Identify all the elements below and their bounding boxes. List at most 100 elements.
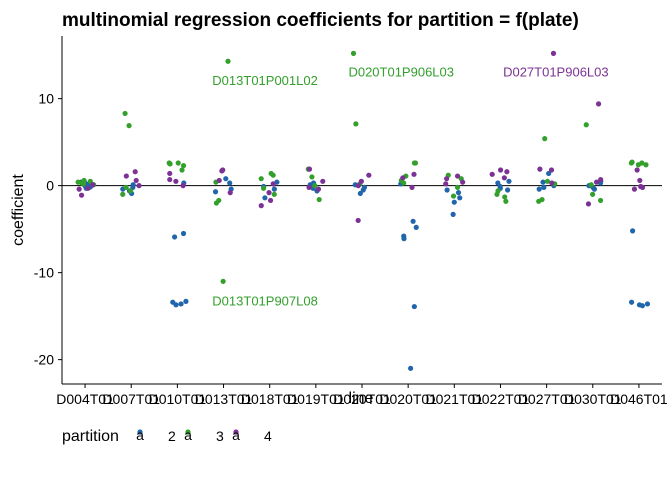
data-point-series-3 — [588, 182, 594, 188]
x-tick-label: D030T01 — [564, 391, 622, 407]
data-point-series-3 — [179, 167, 185, 173]
data-point-series-4 — [585, 201, 592, 207]
legend-key-series-2 — [137, 429, 143, 435]
data-point-series-2 — [262, 195, 268, 201]
data-point-series-4 — [306, 166, 313, 172]
data-point-series-4 — [167, 176, 173, 183]
data-point-series-3 — [258, 176, 264, 182]
data-point-series-4 — [639, 184, 646, 190]
data-point-series-4 — [537, 166, 543, 172]
data-point-series-4 — [504, 169, 510, 175]
data-point-series-3 — [260, 185, 267, 191]
data-point-series-3 — [583, 122, 589, 128]
y-axis-title: coefficient — [10, 174, 27, 246]
data-point-series-2 — [411, 303, 417, 310]
data-point-series-4 — [173, 178, 179, 184]
data-point-series-3 — [270, 172, 276, 178]
data-point-series-3 — [312, 183, 318, 189]
data-point-series-2 — [506, 178, 512, 184]
data-point-series-4 — [549, 180, 555, 186]
data-point-series-4 — [78, 192, 85, 198]
data-point-series-2 — [357, 190, 363, 197]
data-point-series-2 — [636, 302, 643, 308]
data-point-series-4 — [136, 183, 142, 189]
data-point-series-4 — [258, 203, 264, 209]
data-point-series-2 — [444, 187, 450, 193]
data-point-series-3 — [454, 184, 461, 190]
data-point-series-4 — [637, 177, 643, 184]
data-point-series-4 — [497, 167, 504, 173]
y-tick-label: -10 — [34, 265, 54, 281]
legend-key-glyph: a — [184, 427, 192, 443]
x-tick-label: D021T01 — [426, 391, 484, 407]
x-tick-label: D018T01 — [241, 391, 299, 407]
data-point-series-4 — [548, 167, 555, 173]
data-point-series-2 — [271, 186, 277, 192]
data-point-series-2 — [457, 195, 463, 201]
data-point-series-4 — [355, 217, 361, 224]
data-point-series-4 — [454, 173, 461, 179]
x-tick-label: D020T01 — [379, 391, 437, 407]
data-point-series-4 — [358, 178, 364, 184]
data-point-series-2 — [212, 189, 219, 195]
data-point-series-3 — [167, 161, 173, 167]
data-point-series-4 — [90, 182, 96, 188]
data-point-series-3 — [590, 191, 596, 197]
x-tick-label: D046T01 — [610, 391, 668, 407]
x-tick-label: D020T01 — [333, 391, 391, 407]
data-point-series-3 — [643, 162, 649, 168]
data-point-series-2 — [495, 180, 501, 186]
data-point-series-3 — [122, 110, 128, 117]
data-point-series-4 — [501, 175, 507, 181]
data-point-series-3 — [180, 163, 187, 169]
data-point-series-3 — [126, 123, 132, 129]
data-point-series-4 — [76, 186, 82, 192]
legend-key-glyph: a — [136, 427, 144, 443]
data-point-series-3 — [175, 160, 181, 166]
data-point-series-2 — [171, 234, 178, 240]
data-point-series-3 — [120, 191, 126, 197]
legend-label: 3 — [216, 428, 224, 444]
data-point-series-2 — [227, 180, 233, 186]
data-point-series-2 — [401, 236, 407, 242]
data-point-series-4 — [180, 183, 186, 189]
data-point-series-2 — [505, 187, 511, 193]
data-point-series-3 — [79, 180, 85, 186]
data-point-series-2 — [130, 182, 136, 188]
data-point-series-2 — [644, 301, 651, 307]
data-point-series-4 — [489, 171, 495, 177]
data-point-series-2 — [536, 186, 542, 192]
data-point-series-4 — [400, 175, 406, 181]
data-point-series-2 — [178, 301, 184, 307]
data-point-series-3 — [225, 58, 231, 64]
data-point-series-3 — [350, 50, 357, 57]
x-tick-label: D019T01 — [287, 391, 345, 407]
data-point-series-4 — [227, 190, 233, 196]
data-point-series-4 — [598, 176, 604, 183]
point-annotation: D013T01P907L08 — [212, 293, 318, 308]
data-point-series-3 — [629, 159, 635, 165]
data-point-series-4 — [266, 190, 272, 196]
data-point-series-2 — [183, 298, 189, 304]
legend-key-glyph: a — [232, 427, 240, 443]
data-point-series-3 — [544, 178, 551, 184]
data-point-series-3 — [412, 160, 419, 166]
point-annotation: D020T01P906L03 — [348, 65, 454, 80]
chart-title: multinomial regression coefficients for … — [62, 10, 579, 31]
data-point-series-3 — [495, 188, 501, 194]
data-point-series-4 — [409, 184, 415, 190]
y-tick-label: 0 — [46, 178, 54, 194]
data-point-series-3 — [536, 198, 542, 204]
data-point-series-2 — [630, 228, 636, 234]
data-point-series-4 — [123, 173, 129, 179]
legend-key-series-4 — [233, 429, 239, 435]
data-point-series-2 — [361, 184, 368, 190]
data-point-series-4 — [595, 101, 602, 107]
data-point-series-4 — [443, 181, 449, 187]
data-point-series-2 — [546, 170, 552, 177]
data-point-series-3 — [503, 198, 509, 204]
data-point-series-4 — [133, 177, 139, 184]
plot-area: -20-10010D004T01D007T01D010T01D013T01D01… — [34, 36, 668, 407]
